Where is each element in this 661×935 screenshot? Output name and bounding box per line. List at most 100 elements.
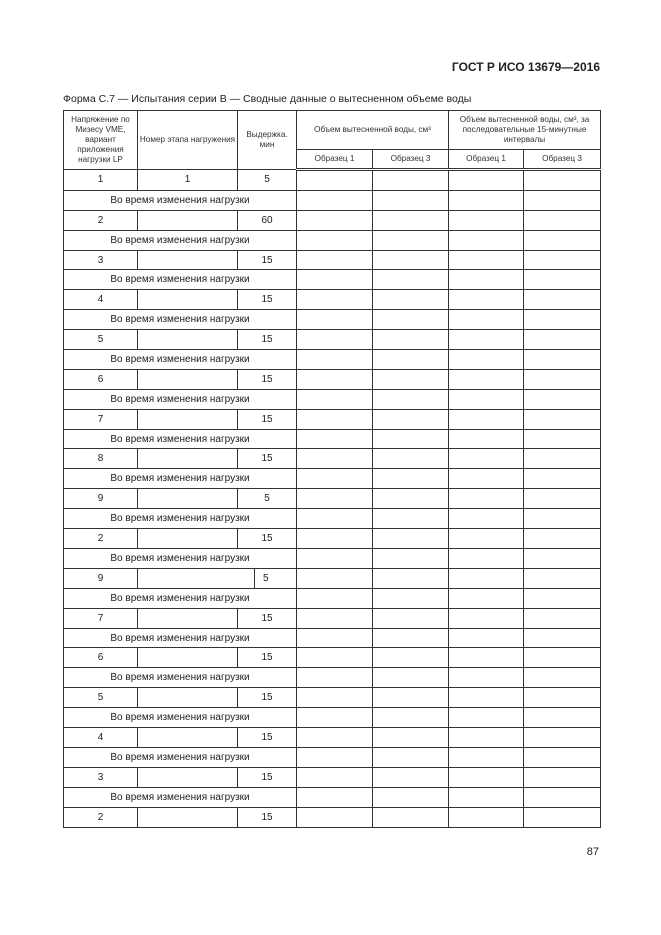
volume-cell: [372, 368, 449, 390]
volume-cell: [522, 766, 602, 788]
volume-cell: [448, 707, 524, 729]
volume-cell: [448, 448, 524, 470]
volume-cell: [296, 269, 373, 291]
table-row: 8 15: [63, 448, 602, 470]
table-row: 2 60: [63, 209, 602, 231]
transition-label: Во время изменения нагрузки: [63, 309, 297, 331]
volume-cell: [296, 309, 373, 331]
transition-row: Во время изменения нагрузки: [63, 786, 602, 808]
transition-row: Во время изменения нагрузки: [63, 667, 602, 689]
table-row: 3 15: [63, 766, 602, 788]
volume-cell: [372, 468, 449, 490]
transition-row: Во время изменения нагрузки: [63, 428, 602, 450]
volume-cell: [522, 289, 602, 311]
transition-label: Во время изменения нагрузки: [63, 468, 297, 490]
transition-row: Во время изменения нагрузки: [63, 508, 602, 530]
table-row: 6 15: [63, 368, 602, 390]
stage-cell: [137, 289, 238, 311]
volume-cell: [448, 488, 524, 510]
volume-cell: [372, 786, 449, 808]
volume-cell: [522, 189, 602, 211]
volume-cell: [372, 448, 449, 470]
stage-cell: [137, 488, 238, 510]
transition-label: Во время изменения нагрузки: [63, 428, 297, 450]
volume-cell: [522, 707, 602, 729]
header-sample-1: Образец 1: [296, 149, 373, 171]
stage-cell: [137, 647, 238, 669]
volume-cell: [522, 448, 602, 470]
transition-label: Во время изменения нагрузки: [63, 508, 297, 530]
header-hold: Выдержка. мин: [237, 110, 297, 170]
displaced-water-table: Напряжение по Мизесу VME, вариант прилож…: [63, 110, 602, 828]
table-row: 6 15: [63, 647, 602, 669]
volume-cell: [448, 329, 524, 351]
volume-cell: [448, 647, 524, 669]
hold-cell: 15: [237, 806, 297, 828]
volume-cell: [372, 627, 449, 649]
transition-label: Во время изменения нагрузки: [63, 547, 297, 569]
volume-cell: [522, 667, 602, 689]
volume-cell: [522, 528, 602, 549]
volume-cell: [448, 229, 524, 251]
volume-cell: [296, 229, 373, 251]
volume-cell: [522, 547, 602, 569]
table-row: 7 15: [63, 607, 602, 629]
volume-cell: [448, 587, 524, 609]
volume-cell: [296, 667, 373, 689]
volume-cell: [372, 508, 449, 530]
volume-cell: [372, 169, 449, 191]
hold-cell: 5: [237, 169, 297, 191]
transition-row: Во время изменения нагрузки: [63, 229, 602, 251]
hold-cell: 15: [237, 727, 297, 748]
volume-cell: [522, 508, 602, 530]
volume-cell: [296, 786, 373, 808]
volume-cell: [522, 567, 602, 589]
volume-cell: [372, 269, 449, 291]
volume-cell: [372, 687, 449, 709]
volume-cell: [522, 627, 602, 649]
volume-cell: [296, 169, 373, 191]
volume-cell: [296, 508, 373, 530]
volume-cell: [448, 428, 524, 450]
stage-cell: [137, 607, 238, 629]
volume-cell: [522, 806, 602, 828]
transition-label: Во время изменения нагрузки: [63, 269, 297, 291]
volume-cell: [296, 547, 373, 569]
stage-cell: [137, 528, 238, 549]
volume-cell: [522, 488, 602, 510]
hold-cell: 15: [237, 329, 297, 351]
volume-cell: [372, 607, 449, 629]
form-caption: Форма С.7 — Испытания серии В — Сводные …: [63, 93, 472, 105]
volume-cell: [372, 567, 449, 589]
hold-cell: 15: [237, 528, 297, 549]
vme-cell: 3: [63, 249, 138, 271]
table-row: 5 15: [63, 687, 602, 709]
header-vme: Напряжение по Мизесу VME, вариант прилож…: [63, 110, 138, 170]
table-row: 3 15: [63, 249, 602, 271]
transition-row: Во время изменения нагрузки: [63, 269, 602, 291]
volume-cell: [448, 189, 524, 211]
hold-cell: 15: [237, 289, 297, 311]
transition-row: Во время изменения нагрузки: [63, 468, 602, 490]
volume-cell: [296, 687, 373, 709]
volume-cell: [448, 746, 524, 768]
volume-cell: [448, 269, 524, 291]
header-volume-intervals: Объем вытесненной воды, см³, за последов…: [447, 110, 602, 150]
volume-cell: [522, 388, 602, 410]
transition-label: Во время изменения нагрузки: [63, 707, 297, 729]
volume-cell: [448, 667, 524, 689]
volume-cell: [448, 547, 524, 569]
volume-cell: [296, 368, 373, 390]
stage-cell: [137, 727, 238, 748]
transition-label: Во время изменения нагрузки: [63, 229, 297, 251]
volume-cell: [296, 607, 373, 629]
volume-cell: [448, 408, 524, 430]
volume-cell: [296, 468, 373, 490]
volume-cell: [448, 627, 524, 649]
standard-number: ГОСТ Р ИСО 13679—2016: [451, 60, 600, 74]
volume-cell: [448, 289, 524, 311]
volume-cell: [372, 488, 449, 510]
transition-label: Во время изменения нагрузки: [63, 388, 297, 410]
